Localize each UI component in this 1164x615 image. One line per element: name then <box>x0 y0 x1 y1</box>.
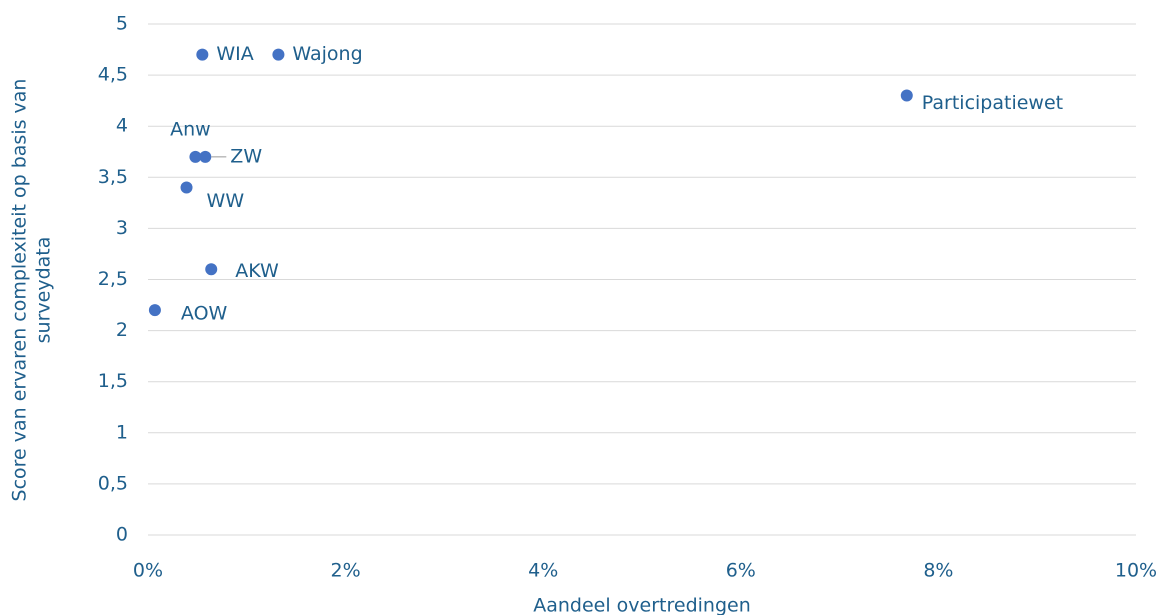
point-label: WW <box>207 190 245 212</box>
y-tick-label: 0,5 <box>98 472 128 494</box>
point <box>199 150 212 163</box>
y-tick-label: 2 <box>116 319 128 341</box>
x-axis-title: Aandeel overtredingen <box>533 595 751 615</box>
y-tick-label: 5 <box>116 13 128 35</box>
point <box>196 48 209 61</box>
x-tick-label: 8% <box>923 560 953 582</box>
point-label: Anw <box>170 118 211 140</box>
y-tick-label: 1,5 <box>98 370 128 392</box>
point <box>272 48 285 61</box>
point <box>189 150 202 163</box>
x-tick-label: 10% <box>1115 560 1157 582</box>
x-tick-label: 2% <box>331 560 361 582</box>
y-tick-label: 2,5 <box>98 268 128 290</box>
point-label: ZW <box>230 145 262 167</box>
y-tick-label: 0 <box>116 524 128 546</box>
x-tick-label: 0% <box>133 560 163 582</box>
y-axis-title: Score van ervaren complexiteit op basis … <box>9 79 31 502</box>
point <box>205 263 218 276</box>
point <box>148 304 161 317</box>
y-tick-label: 3 <box>116 217 128 239</box>
point-label: Wajong <box>292 43 362 65</box>
point-label: Participatiewet <box>922 92 1063 114</box>
y-tick-label: 1 <box>116 421 128 443</box>
point-label: WIA <box>216 43 253 65</box>
point <box>180 181 193 194</box>
x-tick-label: 4% <box>528 560 558 582</box>
y-tick-label: 4,5 <box>98 64 128 86</box>
x-tick-label: 6% <box>726 560 756 582</box>
point-label: AKW <box>235 260 279 282</box>
y-tick-label: 3,5 <box>98 166 128 188</box>
point-label: AOW <box>181 303 228 325</box>
point <box>900 89 913 102</box>
y-axis-title: surveydata <box>33 237 55 344</box>
y-tick-label: 4 <box>116 115 128 137</box>
